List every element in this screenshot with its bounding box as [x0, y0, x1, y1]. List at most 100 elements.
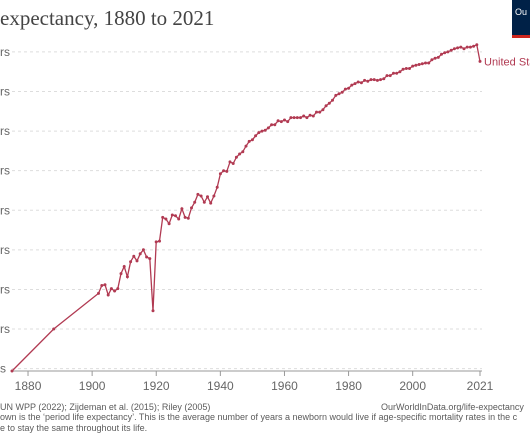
data-point [202, 200, 206, 204]
data-point [180, 207, 184, 211]
data-point [234, 155, 238, 159]
data-point [443, 51, 447, 55]
x-tick-label: 2021 [467, 379, 494, 393]
data-point [305, 116, 309, 120]
data-point [170, 213, 174, 217]
data-point [113, 289, 117, 293]
source-link[interactable]: OurWorldInData.org/life-expectancy [381, 402, 524, 412]
data-point [106, 293, 110, 297]
series-line-united-states[interactable] [11, 43, 481, 372]
data-point [231, 162, 235, 165]
data-point [116, 287, 120, 291]
data-point [190, 206, 193, 210]
data-point [199, 194, 203, 198]
data-point [52, 327, 56, 331]
data-point [417, 63, 421, 66]
data-point [459, 45, 463, 49]
data-point [138, 252, 142, 256]
data-point [372, 78, 376, 82]
note-line-2: e to stay the same throughout its life. [0, 423, 148, 433]
x-tick-label: 2000 [399, 379, 426, 393]
data-point [331, 98, 334, 102]
data-point [218, 172, 222, 176]
data-point [334, 93, 338, 97]
data-point [382, 77, 386, 81]
x-tick-label: 1980 [335, 379, 362, 393]
data-point [366, 79, 370, 83]
y-tick-label: rs [0, 45, 10, 59]
data-point [167, 222, 171, 226]
sources-text: UN WPP (2022); Zijdeman et al. (2015); R… [0, 402, 211, 412]
y-tick-label: rs [0, 203, 10, 217]
data-point [350, 83, 354, 87]
data-point [183, 215, 187, 219]
data-point [97, 291, 100, 295]
data-point [257, 131, 261, 135]
data-point [148, 257, 152, 261]
data-point [353, 82, 357, 86]
data-point [250, 138, 254, 142]
y-tick-label: rs [0, 84, 10, 98]
y-tick-label: rs [0, 164, 10, 178]
data-point [174, 214, 177, 218]
data-point [356, 80, 360, 84]
data-point [385, 74, 389, 78]
logo-accent-bar [512, 35, 530, 38]
data-point [292, 116, 296, 120]
data-point [286, 120, 290, 124]
y-tick-label: rs [0, 282, 10, 296]
data-point [238, 152, 242, 156]
x-tick-label: 1880 [15, 379, 42, 393]
data-point [411, 64, 415, 68]
data-point [414, 63, 418, 67]
data-point [158, 239, 161, 243]
data-point [254, 134, 258, 138]
data-point [408, 67, 411, 70]
data-point [225, 169, 229, 173]
data-point [379, 78, 383, 82]
data-point [135, 259, 139, 263]
data-point [388, 74, 392, 78]
data-point [359, 81, 363, 85]
x-tick-label: 1920 [143, 379, 170, 393]
data-point [161, 215, 165, 219]
data-point [430, 58, 434, 62]
data-point [186, 216, 190, 220]
owid-logo[interactable]: Ou [512, 0, 530, 38]
data-point [324, 104, 328, 108]
data-point [340, 90, 344, 94]
data-point [129, 260, 133, 264]
data-point [279, 120, 283, 124]
data-point [449, 48, 453, 52]
data-point [151, 309, 155, 313]
data-point [462, 47, 466, 51]
note-line-1: own is the ‘period life expectancy’. Thi… [0, 412, 518, 422]
data-point [260, 129, 264, 133]
data-point [125, 275, 129, 279]
data-point [164, 217, 168, 221]
data-point [266, 126, 270, 130]
data-point [420, 62, 424, 66]
data-point [119, 272, 123, 276]
data-point [395, 71, 399, 75]
chart-note: own is the ‘period life expectancy’. Thi… [0, 412, 530, 434]
data-point [375, 78, 379, 82]
data-point [369, 78, 373, 82]
y-tick-label: rs [0, 243, 10, 257]
data-point [276, 119, 280, 123]
data-point [196, 192, 200, 196]
data-point [244, 144, 248, 148]
data-point [215, 185, 219, 189]
data-point [436, 55, 440, 59]
data-point [392, 71, 395, 75]
data-point [247, 139, 251, 143]
y-tick-label: rs [0, 124, 10, 138]
data-point [206, 195, 209, 199]
data-point [337, 92, 341, 96]
data-point [427, 61, 431, 65]
data-point [295, 116, 299, 120]
series-label-united-states[interactable]: United Sta [484, 56, 530, 68]
data-point [10, 369, 14, 373]
data-point [299, 116, 302, 120]
data-point [465, 45, 469, 49]
